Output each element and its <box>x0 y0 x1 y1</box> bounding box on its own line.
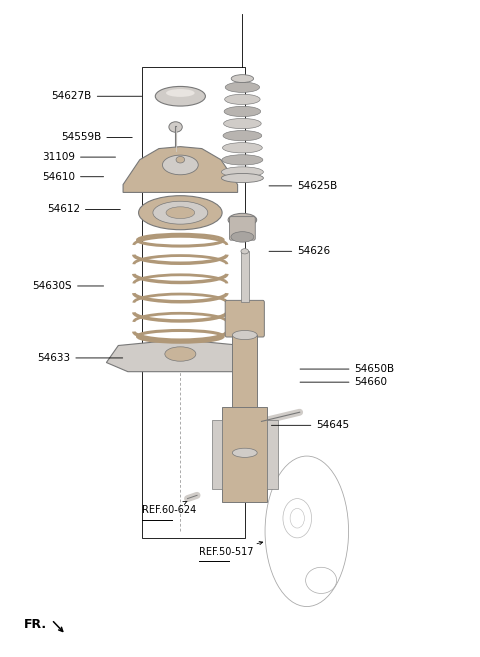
Bar <box>212 420 222 489</box>
Ellipse shape <box>222 143 262 153</box>
Text: 54660: 54660 <box>300 377 387 387</box>
FancyBboxPatch shape <box>229 217 255 240</box>
Bar <box>232 335 257 453</box>
Ellipse shape <box>176 156 185 163</box>
Bar <box>241 251 249 302</box>
Text: 54645: 54645 <box>271 420 349 430</box>
Ellipse shape <box>232 330 257 340</box>
Text: 54610: 54610 <box>42 171 104 182</box>
Text: 54633: 54633 <box>37 353 123 363</box>
Text: 54612: 54612 <box>47 204 120 214</box>
Text: 54559B: 54559B <box>61 133 132 143</box>
Text: 54630S: 54630S <box>33 281 104 291</box>
Ellipse shape <box>228 214 257 227</box>
Bar <box>267 420 278 489</box>
Bar <box>142 67 245 538</box>
Ellipse shape <box>153 201 208 224</box>
Ellipse shape <box>166 207 195 219</box>
Ellipse shape <box>225 94 260 104</box>
Text: 54625B: 54625B <box>269 181 337 191</box>
Ellipse shape <box>224 106 261 116</box>
Ellipse shape <box>166 89 195 97</box>
Ellipse shape <box>221 173 264 183</box>
Ellipse shape <box>231 232 254 242</box>
Text: REF.60-624: REF.60-624 <box>142 501 196 515</box>
Ellipse shape <box>139 196 222 230</box>
Text: 54627B: 54627B <box>51 91 142 101</box>
Ellipse shape <box>241 249 249 254</box>
Polygon shape <box>123 147 238 193</box>
Ellipse shape <box>169 122 182 132</box>
Ellipse shape <box>165 347 196 361</box>
Ellipse shape <box>221 167 264 177</box>
FancyBboxPatch shape <box>225 300 264 337</box>
Ellipse shape <box>225 82 260 93</box>
Bar <box>222 407 267 502</box>
Text: 31109: 31109 <box>42 152 116 162</box>
Polygon shape <box>107 342 254 372</box>
Ellipse shape <box>223 131 262 141</box>
Text: REF.50-517: REF.50-517 <box>199 541 263 557</box>
Ellipse shape <box>156 87 205 106</box>
Text: FR.: FR. <box>24 618 48 631</box>
Ellipse shape <box>231 75 253 83</box>
Text: 54626: 54626 <box>269 246 330 256</box>
Text: 54650B: 54650B <box>300 364 395 374</box>
Ellipse shape <box>162 155 198 175</box>
Ellipse shape <box>222 155 263 165</box>
Ellipse shape <box>224 118 261 129</box>
Ellipse shape <box>232 448 257 457</box>
